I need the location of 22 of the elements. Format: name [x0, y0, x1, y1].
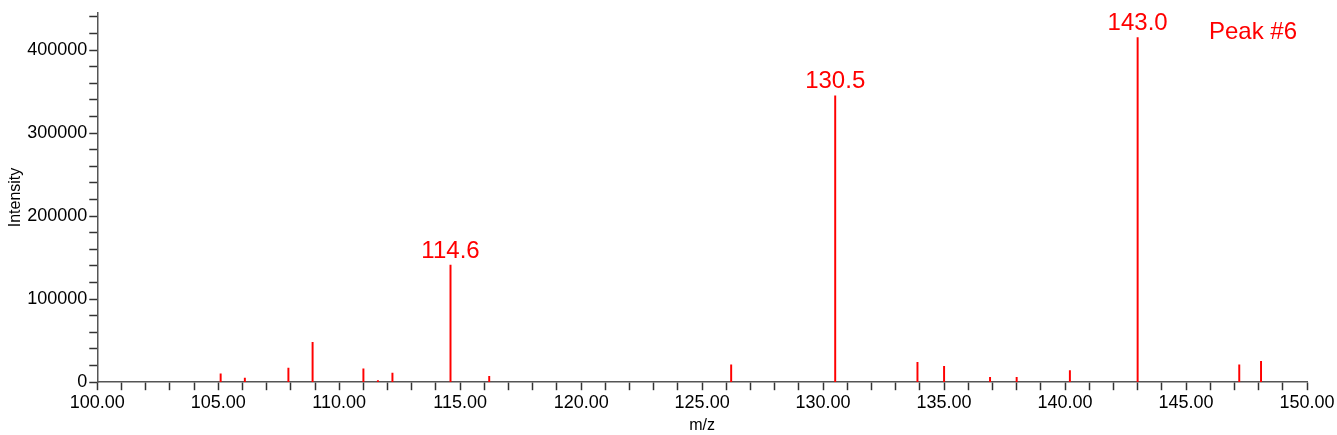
x-tick-label: 100.00 — [69, 391, 125, 412]
x-tick-label: 150.00 — [1279, 391, 1335, 412]
x-tick-label: 105.00 — [190, 391, 246, 412]
y-axis-title: Intensity — [6, 167, 24, 228]
x-tick-label: 110.00 — [312, 391, 367, 412]
y-tick-label: 100000 — [27, 288, 88, 309]
x-tick-label: 120.00 — [553, 391, 609, 412]
x-tick-label: 115.00 — [433, 391, 488, 412]
y-tick-label: 0 — [77, 371, 88, 392]
annotation: 143.0 — [1107, 8, 1168, 36]
annotation: 130.5 — [805, 66, 866, 94]
y-tick-label: 400000 — [27, 39, 88, 60]
y-tick-label: 200000 — [27, 205, 88, 226]
x-tick-label: 135.00 — [916, 391, 972, 412]
x-tick-label: 140.00 — [1037, 391, 1093, 412]
annotation: 114.6 — [421, 235, 480, 263]
y-tick-label: 300000 — [27, 122, 88, 143]
x-axis-title: m/z — [689, 415, 716, 433]
x-tick-label: 145.00 — [1158, 391, 1214, 412]
annotation: Peak #6 — [1208, 17, 1297, 45]
x-tick-label: 125.00 — [674, 391, 730, 412]
x-tick-label: 130.00 — [795, 391, 851, 412]
